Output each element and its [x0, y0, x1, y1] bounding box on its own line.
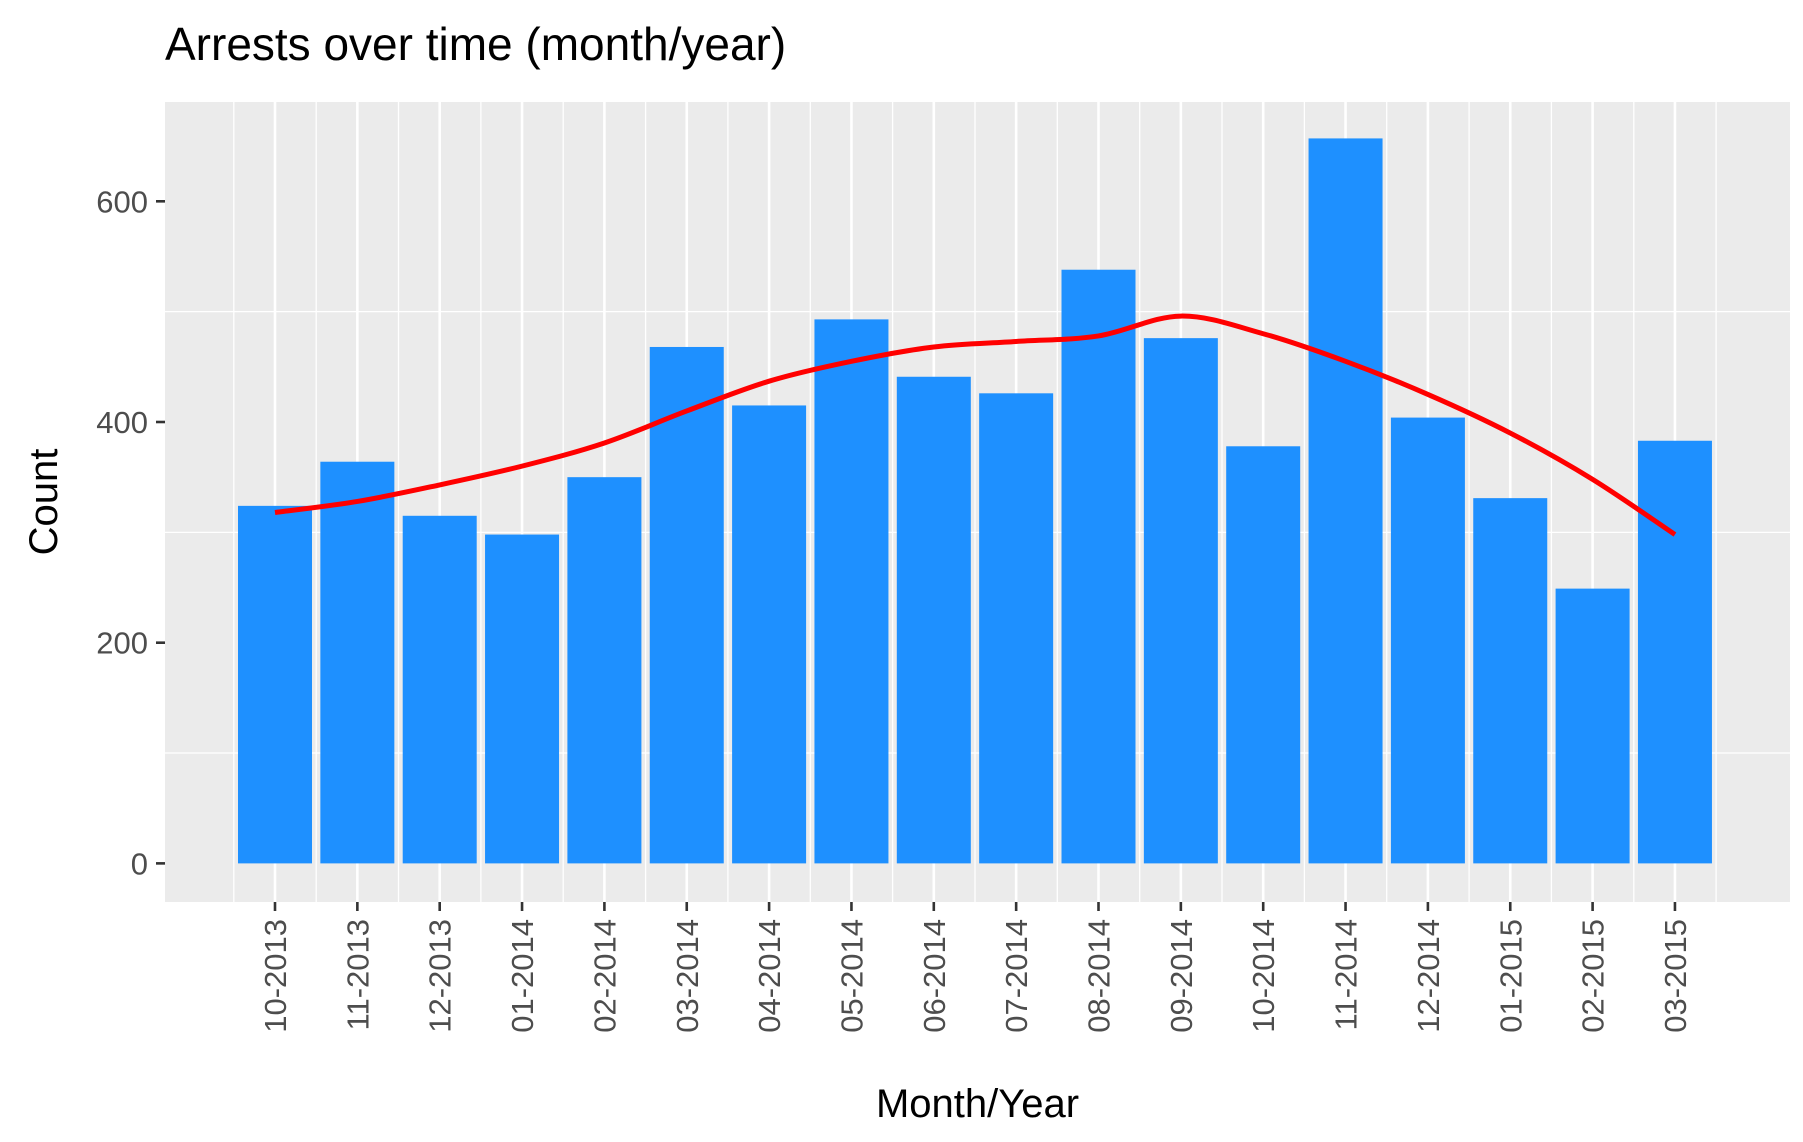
bar	[402, 515, 477, 864]
x-tick-label: 10-2014	[1246, 919, 1281, 1033]
x-tick-label: 04-2014	[752, 919, 787, 1033]
bar	[814, 319, 889, 864]
y-tick-label: 0	[131, 846, 148, 881]
x-tick-label: 01-2015	[1493, 919, 1528, 1033]
x-tick-label: 03-2014	[670, 919, 705, 1033]
bar	[1637, 440, 1712, 864]
bar	[1390, 417, 1465, 864]
bar	[320, 461, 395, 864]
x-tick-label: 02-2015	[1576, 919, 1611, 1033]
x-tick-label: 05-2014	[834, 919, 869, 1033]
x-tick-label: 11-2013	[340, 919, 375, 1030]
bar	[567, 477, 642, 864]
bar	[732, 405, 807, 864]
x-tick-label: 01-2014	[505, 919, 540, 1033]
bar	[979, 393, 1054, 864]
bar	[1143, 338, 1218, 864]
x-tick-label: 11-2014	[1329, 919, 1364, 1030]
y-axis-title: Count	[22, 449, 66, 556]
y-axis: 0 200 400 600	[96, 184, 165, 881]
x-tick-label: 06-2014	[917, 919, 952, 1033]
bars	[238, 138, 1712, 864]
y-tick-label: 400	[96, 405, 148, 440]
chart-title: Arrests over time (month/year)	[165, 18, 786, 70]
x-tick-label: 10-2013	[258, 919, 293, 1033]
x-axis-title: Month/Year	[876, 1082, 1079, 1126]
x-tick-label: 09-2014	[1164, 919, 1199, 1033]
x-tick-label: 02-2014	[587, 919, 622, 1033]
bar	[238, 505, 312, 864]
x-axis: 10-2013 11-2013 12-2013 01-2014 02-2014 03-20…	[258, 902, 1693, 1033]
y-tick-label: 600	[96, 184, 148, 219]
trend-line	[274, 313, 1677, 537]
x-tick-label: 07-2014	[999, 919, 1034, 1033]
bar	[649, 346, 724, 864]
x-tick-label: 12-2013	[423, 919, 458, 1033]
bar	[485, 534, 560, 864]
bar	[1473, 498, 1548, 864]
x-tick-label: 08-2014	[1082, 919, 1117, 1033]
bar	[1555, 588, 1630, 864]
x-tick-label: 03-2015	[1658, 919, 1693, 1033]
trend-line-group	[274, 313, 1677, 537]
bar	[1308, 138, 1383, 864]
bar	[1226, 446, 1301, 864]
x-tick-label: 12-2014	[1411, 919, 1446, 1033]
minor-gridlines	[165, 102, 1790, 902]
bar	[896, 376, 971, 864]
y-tick-label: 200	[96, 626, 148, 661]
bar	[1061, 269, 1136, 864]
